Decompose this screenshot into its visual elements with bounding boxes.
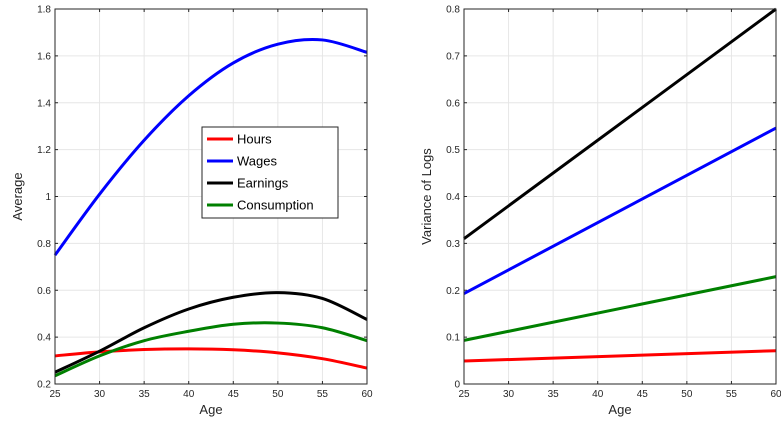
y-tick-label: 0.2	[37, 380, 51, 391]
series-line-wages	[53, 37, 368, 256]
y-tick-label: 0	[454, 380, 460, 391]
x-tick-label: 30	[94, 389, 106, 400]
y-tick-label: 1.2	[37, 145, 51, 156]
legend-label-wages: Wages	[237, 154, 277, 169]
y-tick-label: 0.5	[446, 145, 460, 156]
y-tick-label: 0.2	[446, 286, 460, 297]
x-axis-label: Age	[608, 402, 631, 417]
y-tick-label: 0.6	[446, 98, 460, 109]
y-axis-label: Variance of Logs	[419, 148, 434, 245]
y-axis-label: Average	[10, 172, 25, 220]
series-line-hours	[54, 347, 368, 370]
y-tick-label: 1.8	[37, 5, 51, 16]
y-tick-label: 0.8	[446, 5, 460, 16]
legend-label-consumption: Consumption	[237, 198, 314, 213]
x-tick-label: 25	[49, 389, 61, 400]
y-tick-label: 1	[45, 192, 51, 203]
x-tick-label: 40	[183, 389, 195, 400]
y-tick-label: 0.8	[37, 239, 51, 250]
x-tick-label: 60	[361, 389, 373, 400]
x-tick-label: 55	[726, 389, 738, 400]
y-tick-label: 0.3	[446, 239, 460, 250]
x-tick-label: 55	[317, 389, 329, 400]
plot-frame	[463, 8, 777, 385]
series-line-4	[463, 275, 777, 342]
y-tick-label: 0.7	[446, 51, 460, 62]
legend-label-earnings: Earnings	[237, 176, 289, 191]
x-tick-label: 30	[503, 389, 515, 400]
x-tick-label: 35	[139, 389, 151, 400]
series-line-3	[463, 7, 777, 240]
x-tick-label: 45	[637, 389, 649, 400]
series-line-consumption	[54, 321, 368, 378]
series-line-2	[463, 126, 777, 295]
series-line-1	[463, 349, 777, 363]
series-line-earnings	[54, 291, 368, 374]
plot-frame	[54, 8, 368, 385]
x-tick-label: 25	[458, 389, 470, 400]
y-tick-label: 1.4	[37, 98, 51, 109]
legend-label-hours: Hours	[237, 132, 272, 147]
legend-box	[201, 126, 339, 219]
y-tick-label: 0.1	[446, 333, 460, 344]
x-tick-label: 45	[228, 389, 240, 400]
chart-panel-2: 25 30 35 40 45 50 55 60 0 0.1 0.2 0.3 0.4 0.5 0.6 0.7 0.…	[419, 5, 781, 418]
legend: Hours Wages Earnings Consumption	[201, 126, 339, 219]
y-tick-label: 0.4	[37, 333, 51, 344]
x-tick-label: 50	[681, 389, 693, 400]
y-tick-label: 0.6	[37, 286, 51, 297]
x-tick-label: 35	[548, 389, 560, 400]
x-axis-label: Age	[199, 402, 222, 417]
x-tick-label: 60	[770, 389, 781, 400]
y-tick-label: 0.4	[446, 192, 460, 203]
x-tick-label: 40	[592, 389, 604, 400]
y-tick-label: 1.6	[37, 51, 51, 62]
x-tick-label: 50	[272, 389, 284, 400]
chart-panel-1: 25 30 35 40 45 50 55 60 0.2 0.4 0.6 0.8 1 1.2 1.4 1.6 1.…	[10, 5, 373, 418]
